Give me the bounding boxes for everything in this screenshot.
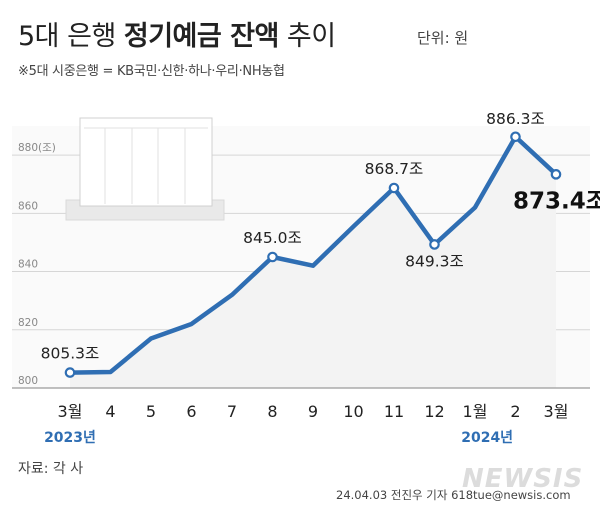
x-tick-label: 3월 <box>58 402 83 421</box>
x-tick-label: 9 <box>308 402 318 421</box>
x-tick-label: 10 <box>343 402 363 421</box>
x-tick-label: 4 <box>105 402 115 421</box>
unit-label: 단위: 원 <box>417 29 469 47</box>
data-point <box>550 169 562 180</box>
year-label: 2023년 <box>44 430 96 446</box>
data-point <box>267 251 278 263</box>
x-tick-label: 12 <box>424 402 444 421</box>
title-part1: 5대 은행 <box>18 21 116 52</box>
x-tick-label: 7 <box>227 402 237 421</box>
data-label: 886.3조 <box>486 110 545 128</box>
x-tick-label: 8 <box>267 402 277 421</box>
data-label: 868.7조 <box>365 160 424 178</box>
data-label: 849.3조 <box>405 252 464 270</box>
series-line <box>67 134 559 375</box>
y-tick-label: 820 <box>18 317 38 329</box>
credit-text: 24.04.03 전진우 기자 618tue@newsis.com <box>336 488 571 502</box>
data-point <box>510 131 521 143</box>
source-text: 자료: 각 사 <box>18 461 84 477</box>
data-label-highlight: 873.4조 <box>513 188 600 214</box>
x-tick-label: 1월 <box>463 402 488 421</box>
bankbook-page-icon <box>79 117 213 207</box>
data-point <box>388 182 400 194</box>
x-tick-label: 5 <box>146 402 156 421</box>
x-tick-label: 11 <box>384 402 404 421</box>
data-point <box>64 367 76 378</box>
data-label: 805.3조 <box>41 345 100 363</box>
footnote: ※5대 시중은행 = KB국민·신한·하나·우리·NH농협 <box>18 64 285 79</box>
y-tick-label: 840 <box>18 259 38 271</box>
data-point <box>429 239 440 250</box>
y-tick-label: 860 <box>18 200 38 212</box>
data-label: 845.0조 <box>243 229 302 247</box>
title-bold: 정기예금 잔액 <box>123 21 279 52</box>
x-tick-label: 3월 <box>544 402 569 421</box>
x-tick-label: 2 <box>510 402 520 421</box>
year-label: 2024년 <box>461 430 513 446</box>
x-tick-label: 6 <box>186 402 196 421</box>
title-part2: 추이 <box>286 21 336 52</box>
newsis-logo: NEWSIS <box>462 464 584 494</box>
chart-title: 5대 은행 정기예금 잔액 추이 <box>18 14 336 53</box>
y-tick-label: 880(조) <box>18 142 56 154</box>
y-tick-label: 800 <box>18 375 38 387</box>
